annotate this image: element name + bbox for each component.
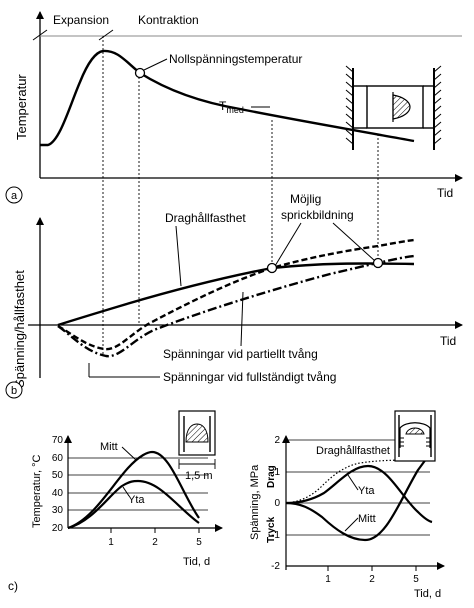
stress-mitt-label: Mitt	[358, 513, 376, 525]
full-restraint-label: Spänningar vid fullständigt tvång	[163, 370, 336, 384]
wall-section-inset	[178, 410, 216, 469]
stress-wall-inset	[394, 410, 436, 462]
stress-x-label: Tid, d	[414, 588, 441, 600]
tensile-strength-curve	[57, 262, 415, 327]
crack-leader-1	[274, 222, 302, 267]
crack-label-line2: sprickbildning	[281, 208, 354, 222]
zero-stress-leader	[143, 58, 168, 71]
temp-x-ticks: 1 2 5	[108, 537, 202, 548]
stress-x-ticks: 1 2 5	[325, 574, 419, 585]
panel-b-marker: b	[11, 385, 17, 397]
stress-yta-leader	[347, 474, 359, 491]
temp-y-tick: 70	[52, 435, 64, 446]
temp-y-ticks: 20 30 40 50 60 70	[52, 435, 64, 534]
stress-mitt-curve	[285, 451, 433, 542]
axis-break-mark	[32, 29, 48, 41]
panel-a-x-label: Tid	[437, 186, 453, 200]
stress-y-tick: 1	[274, 467, 280, 478]
panel-b-y-label: Spänning/hållfasthet	[12, 270, 27, 388]
temp-x-tick-marks	[110, 528, 200, 533]
time-reference-lines	[102, 36, 379, 355]
temp-mitt-curve	[67, 450, 200, 530]
panel-a-marker-circle	[5, 186, 23, 204]
temp-x-tick: 2	[152, 537, 158, 548]
wall-thickness-label: 1,5 m	[185, 470, 213, 482]
stress-y-drag: Drag	[266, 465, 277, 488]
stress-strength-curve	[285, 459, 431, 504]
zero-stress-temperature-marker	[134, 67, 146, 79]
full-restraint-stress-curve	[57, 254, 415, 358]
temp-x-tick: 1	[108, 537, 114, 548]
temp-y-tick: 40	[52, 488, 64, 499]
stress-x-tick: 2	[369, 574, 375, 585]
temp-mitt-leader	[121, 446, 137, 461]
panel-b-marker-circle	[5, 381, 23, 399]
stress-x-tick: 1	[325, 574, 331, 585]
panel-c-temperature-chart: 20 30 40 50 60 70 1 2 5 Tid, d Temperatu…	[31, 410, 223, 568]
crack-leader-2	[332, 222, 376, 262]
temp-mitt-label: Mitt	[100, 441, 118, 453]
stress-y-tryck: Tryck	[266, 516, 277, 543]
tensile-strength-label: Draghållfasthet	[165, 211, 246, 225]
panel-b: Spänning/hållfasthet Tid Draghållfasthet…	[5, 192, 463, 399]
partial-restraint-leader	[240, 291, 244, 347]
panel-b-x-label: Tid	[440, 334, 456, 348]
stress-y-tick: 2	[274, 435, 280, 446]
temp-y-label: Temperatur, °C	[31, 454, 43, 528]
partial-restraint-stress-curve	[57, 238, 415, 351]
phase-expansion-label: Expansion	[53, 13, 109, 27]
temp-y-tick: 20	[52, 523, 64, 534]
stress-y-tick: 0	[274, 498, 280, 509]
partial-restraint-label: Spänningar vid partiellt tvång	[163, 347, 318, 361]
stress-strength-label: Draghållfasthet	[316, 445, 390, 457]
temp-y-tick: 30	[52, 505, 64, 516]
tensile-strength-leader	[175, 225, 182, 287]
temp-yta-curve	[67, 479, 200, 530]
axis-break-mark	[98, 29, 114, 41]
stress-x-tick-marks	[327, 566, 417, 571]
stress-yta-label: Yta	[358, 485, 375, 497]
stress-yta-curve	[285, 464, 433, 524]
crack-label-line1: Möjlig	[290, 192, 321, 206]
temp-yta-leader	[122, 486, 130, 497]
stress-y-tick: -2	[271, 561, 280, 572]
stress-mitt-leader	[344, 517, 359, 532]
panel-a-marker: a	[11, 190, 18, 202]
crack-point-1	[266, 262, 278, 274]
panel-a-y-label: Temperatur	[14, 74, 29, 140]
temp-yta-label: Yta	[128, 494, 145, 506]
stress-x-tick: 5	[413, 574, 419, 585]
restrained-wall-sketch	[345, 65, 442, 150]
temp-y-tick: 60	[52, 453, 64, 464]
stress-y-label: Spänning, MPa	[249, 464, 261, 540]
panel-c-marker: c)	[8, 579, 18, 593]
stress-y-ticks: 2 1 0 -1 -2	[271, 435, 280, 572]
stress-y-tick: -1	[271, 530, 280, 541]
panel-c-stress-chart: 2 1 0 -1 -2 1 2 5 Tid, d Spänning, MPa D…	[8, 410, 445, 600]
crack-point-2	[372, 257, 384, 269]
phase-contraction-label: Kontraktion	[138, 13, 199, 27]
temp-y-tick: 50	[52, 470, 64, 481]
temp-x-tick: 5	[196, 537, 202, 548]
zero-stress-temperature-label: Nollspänningstemperatur	[169, 52, 302, 66]
temp-x-label: Tid, d	[183, 556, 210, 568]
panel-a: Expansion Kontraktion Temperatur Tid Nol…	[5, 11, 463, 204]
